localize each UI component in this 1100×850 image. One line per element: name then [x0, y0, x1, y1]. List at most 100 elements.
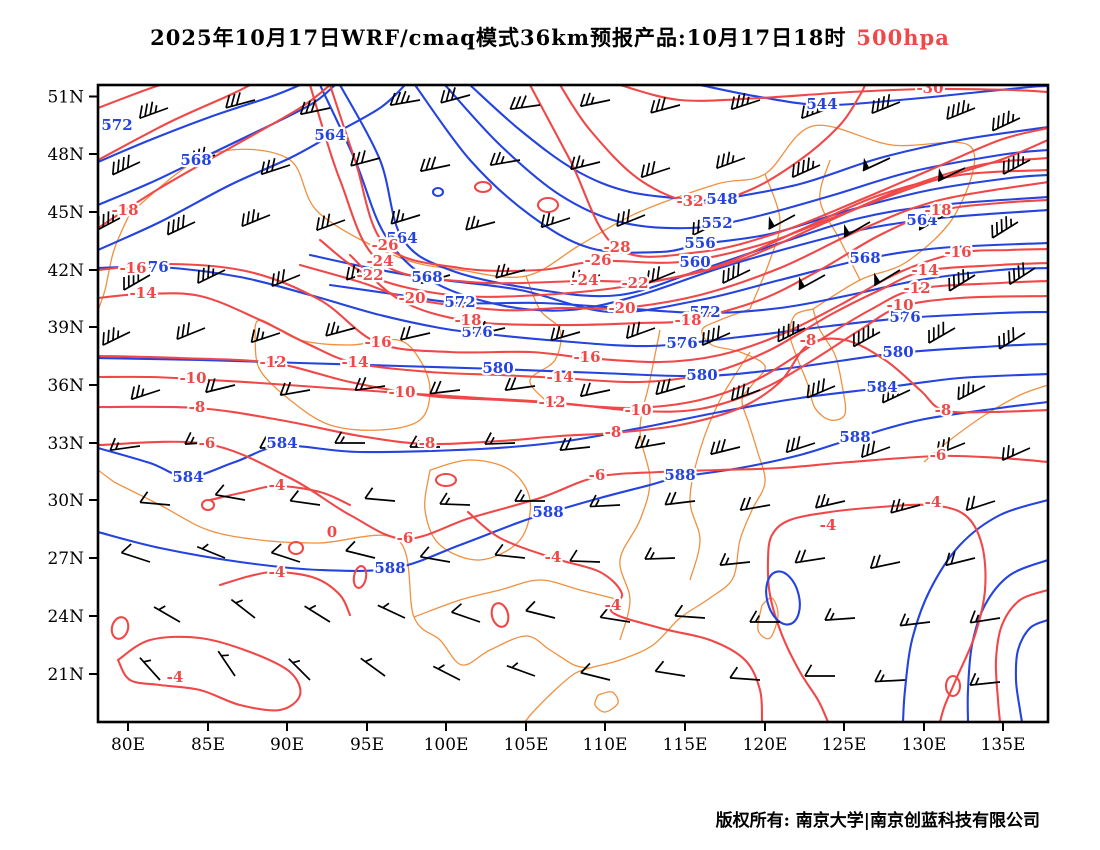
- wind-barb: [730, 383, 761, 402]
- temp-label: -14: [911, 261, 938, 279]
- map-frame-layer: 51N 48N 45N 42N 39N 36N 33N 30N 27N 24N 21N 80E 85E 9…: [47, 83, 1050, 755]
- height-label: 576: [889, 308, 920, 326]
- temp-label: -4: [545, 548, 562, 566]
- temp-label: -12: [903, 279, 930, 297]
- wind-barb: [957, 381, 986, 401]
- wind-barb: [390, 209, 421, 225]
- wind-barb: [599, 606, 631, 623]
- temp-contour--22: [99, 86, 161, 109]
- lat-tick-label: 45N: [47, 203, 84, 223]
- wind-barb: [230, 598, 256, 619]
- temp-contour--30: [619, 86, 1047, 102]
- wind-barb: [540, 212, 571, 229]
- wind-barb: [798, 274, 826, 291]
- wind-barb: [824, 608, 856, 621]
- wind-barb: [569, 549, 601, 563]
- temp-label: -14: [546, 368, 573, 386]
- map-border: [923, 384, 1047, 463]
- temp-label: -18: [924, 201, 951, 219]
- wind-barb: [640, 160, 671, 179]
- map-frame: [96, 83, 1050, 724]
- wind-barb: [579, 382, 611, 398]
- lon-tick-label: 100E: [424, 735, 469, 755]
- lon-tick-label: 95E: [350, 735, 384, 755]
- wind-barb: [722, 262, 751, 284]
- height-label: 560: [679, 253, 710, 271]
- wind-barb: [580, 662, 611, 681]
- temp-label: -6: [397, 529, 414, 547]
- wind-barb: [559, 437, 591, 451]
- wind-barb: [288, 658, 311, 681]
- wind-barb: [432, 664, 461, 681]
- height-contour-572: [328, 266, 1047, 315]
- lat-tick-label: 30N: [47, 491, 84, 511]
- map-border: [594, 691, 619, 713]
- wind-barb: [250, 327, 281, 344]
- wind-barb: [650, 97, 681, 114]
- temp-label: -26: [584, 251, 611, 269]
- wind-barb: [184, 432, 216, 445]
- temp-label: -18: [111, 201, 138, 219]
- wind-barb: [509, 95, 541, 111]
- wind-barb: [176, 322, 206, 341]
- temp-contour--8: [99, 337, 1047, 446]
- height-contour-552: [444, 86, 1047, 230]
- height-contour-584: [99, 372, 1047, 479]
- wind-barb: [420, 268, 451, 285]
- wind-barb: [409, 435, 440, 448]
- lon-tick-label: 110E: [583, 735, 628, 755]
- wind-barb: [646, 266, 676, 285]
- height-label: 572: [689, 303, 720, 321]
- temp-label: -30: [916, 79, 943, 97]
- wind-barb: [139, 491, 171, 506]
- height-label: 572: [444, 293, 475, 311]
- wind-barb: [777, 321, 806, 343]
- map-border: [129, 124, 976, 310]
- height-closed-contour: [765, 570, 801, 626]
- height-label: 576: [666, 334, 697, 352]
- height-contour-572: [99, 86, 301, 163]
- lon-tick-label: 90E: [270, 735, 304, 755]
- title-text: 2025年10月17日WRF/cmaq模式36km预报产品:10月17日18时: [150, 25, 847, 50]
- wind-barbs-layer: [99, 87, 1036, 686]
- wind-barb: [664, 491, 696, 506]
- wind-barb: [890, 498, 921, 514]
- map-border: [789, 308, 847, 421]
- height-contour-564: [319, 86, 1047, 312]
- temp-label: -8: [935, 401, 952, 419]
- wind-barb: [345, 265, 376, 281]
- wind-barb: [123, 268, 151, 291]
- temp-label: -22: [356, 266, 383, 284]
- map-border: [99, 469, 115, 483]
- wind-barb: [360, 657, 386, 677]
- wind-barb: [998, 327, 1026, 350]
- height-label: 584: [172, 468, 203, 486]
- lon-tick-label: 130E: [902, 735, 947, 755]
- wind-barb: [399, 325, 431, 341]
- wind-barb: [749, 610, 780, 623]
- wind-barb: [729, 666, 761, 681]
- temp-contour--20: [298, 181, 1047, 312]
- wind-barb: [419, 546, 451, 563]
- height-label: 572: [101, 116, 132, 134]
- height-label: 548: [706, 190, 737, 208]
- lat-tick-label: 27N: [47, 549, 84, 569]
- height-label: 580: [686, 366, 717, 384]
- height-label: 568: [849, 249, 880, 267]
- wind-barb: [1002, 153, 1031, 175]
- temp-label: -16: [944, 243, 971, 261]
- wind-barb: [440, 87, 471, 104]
- wind-barb: [869, 554, 901, 570]
- temp-contour--14: [99, 261, 1047, 384]
- lat-tick-label: 48N: [47, 145, 84, 165]
- wind-barb: [214, 484, 246, 501]
- contour-labels-layer: 5725685645445485525565605645685725725685…: [99, 79, 974, 688]
- temp-label: -24: [366, 252, 393, 270]
- temp-contour--10: [99, 294, 1047, 413]
- wind-barb: [644, 547, 676, 560]
- temp-closed-contour: [352, 565, 368, 589]
- temp-label: -10: [886, 296, 913, 314]
- temp-label: -14: [129, 284, 156, 302]
- wind-barb: [315, 213, 346, 232]
